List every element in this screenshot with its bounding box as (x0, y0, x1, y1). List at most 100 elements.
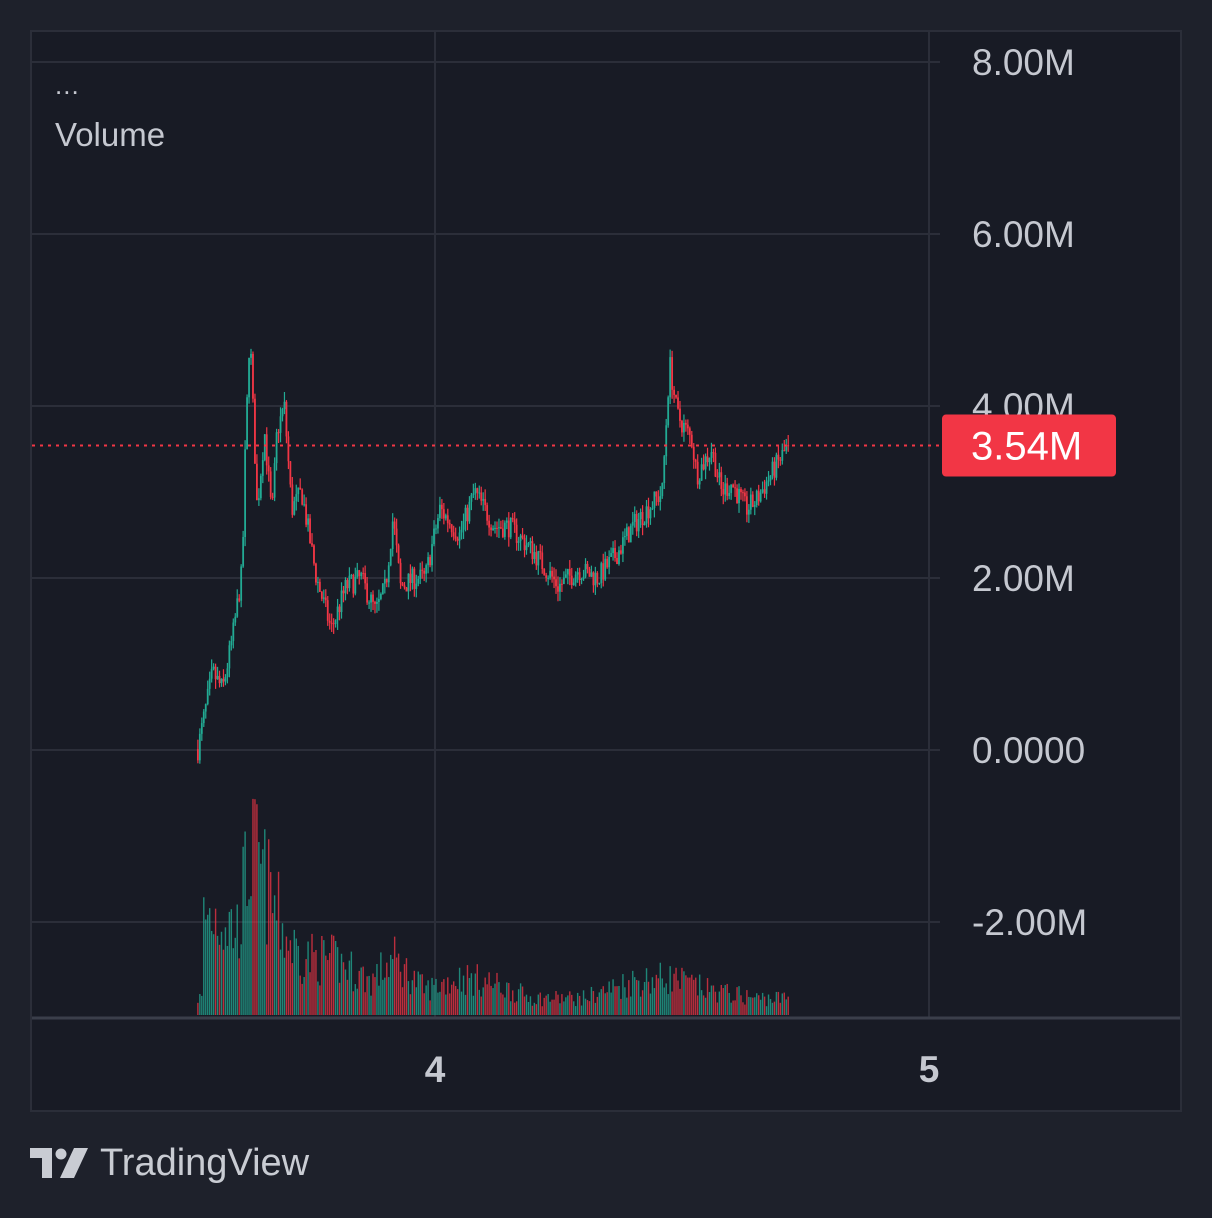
candle-body (405, 587, 408, 592)
volume-bar (565, 997, 567, 1015)
candle-body (444, 515, 447, 519)
candle-body (303, 504, 306, 506)
volume-bar (744, 1004, 746, 1015)
candle-body (582, 576, 585, 580)
candle-body (244, 449, 247, 537)
volume-bar (584, 998, 587, 1015)
volume-bar (504, 997, 506, 1015)
candle-body (576, 572, 579, 575)
volume-bar (431, 977, 433, 1015)
candle-body (206, 688, 209, 705)
candle-body (551, 570, 553, 577)
candle-body (763, 489, 766, 494)
candle-body (635, 513, 638, 532)
candle-body (706, 456, 709, 463)
volume-bar (683, 971, 685, 1015)
volume-bar (441, 981, 443, 1015)
volume-bar (502, 994, 504, 1015)
candle-body (618, 550, 620, 565)
candle-body (370, 594, 372, 603)
legend-menu-dots[interactable]: ... (55, 70, 80, 100)
candle-body (562, 577, 565, 585)
candle-body (686, 424, 689, 429)
candle-body (427, 557, 430, 566)
candle-body (714, 452, 717, 477)
candle-body (622, 537, 624, 554)
candle-body (623, 536, 626, 538)
volume-bar (569, 991, 571, 1015)
candle-body (354, 576, 357, 594)
candle-body (490, 527, 492, 531)
candle-body (318, 581, 321, 592)
volume-bar (679, 988, 681, 1015)
candle-body (360, 573, 363, 577)
volume-bar (254, 799, 256, 1015)
volume-bar (545, 995, 547, 1015)
volume-bar (486, 984, 488, 1015)
candle-body (509, 517, 512, 538)
candle-body (767, 480, 770, 482)
candle-body (240, 566, 243, 601)
volume-bar (673, 973, 675, 1015)
volume-bar (222, 949, 225, 1015)
candle-body (511, 517, 514, 520)
volume-bar (443, 979, 445, 1015)
candle-body (688, 428, 691, 435)
volume-bar (675, 967, 677, 1015)
volume-bar (454, 986, 457, 1015)
volume-bar (700, 990, 703, 1015)
volume-bar (464, 994, 467, 1015)
candle-body (677, 397, 679, 409)
candle-body (285, 401, 288, 437)
candle-body (462, 521, 465, 530)
candle-body (779, 459, 782, 461)
volume-bar (397, 953, 400, 1015)
candle-body (679, 408, 681, 421)
candle-body (216, 675, 219, 680)
volume-bar (358, 970, 360, 1015)
volume-bar (295, 938, 297, 1015)
candle-body (289, 461, 292, 485)
volume-bar (228, 911, 231, 1015)
candle-body (761, 489, 764, 493)
volume-bar (401, 987, 404, 1015)
candle-body (256, 463, 258, 501)
volume-bar (661, 978, 663, 1015)
volume-bar (334, 940, 337, 1015)
volume-bar (551, 999, 553, 1015)
candle-body (476, 488, 479, 493)
volume-bar (435, 978, 437, 1015)
candle-body (728, 492, 731, 497)
candle-body (488, 520, 491, 528)
volume-bar (325, 955, 327, 1015)
tradingview-brand[interactable]: TradingView (30, 1140, 309, 1186)
candle-body (704, 456, 707, 470)
volume-bar (289, 940, 292, 1015)
volume-bar (600, 989, 602, 1015)
candle-body (338, 606, 341, 613)
volume-bar (224, 927, 227, 1015)
candle-body (771, 461, 774, 476)
volume-bar (630, 996, 632, 1015)
volume-bar (490, 985, 492, 1015)
candle-body (409, 573, 412, 583)
candle-body (555, 579, 557, 587)
volume-bar (382, 979, 384, 1015)
candle-body (710, 452, 713, 458)
volume-bar (592, 991, 595, 1015)
candle-body (273, 463, 276, 498)
volume-bar (317, 981, 319, 1015)
x-tick-label: 5 (919, 1049, 940, 1090)
candle-body (208, 678, 211, 689)
volume-bar (407, 981, 410, 1015)
volume-bar (393, 936, 396, 1015)
volume-bar (313, 952, 315, 1015)
candle-body (507, 520, 510, 538)
candle-body (708, 457, 711, 463)
volume-bar (787, 996, 789, 1015)
volume-bar (226, 945, 229, 1015)
candle-body (608, 556, 611, 568)
candle-body (346, 580, 349, 589)
volume-bar (657, 978, 660, 1015)
